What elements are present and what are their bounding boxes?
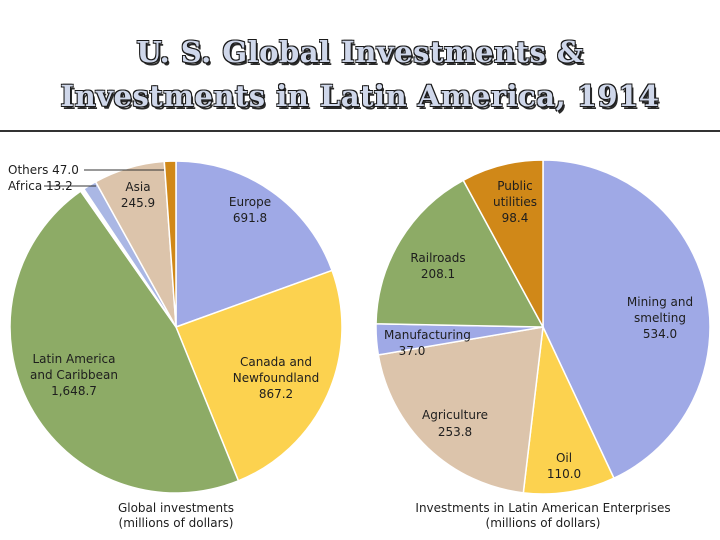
label-asia: Asia [125, 180, 150, 194]
value-asia: 245.9 [121, 196, 155, 210]
pie-slice-agriculture [377, 326, 544, 494]
value-railroads: 208.1 [421, 267, 455, 281]
pie-slice-unlabeled [163, 160, 177, 328]
label-public-utilities-line2: utilities [493, 195, 537, 209]
title-line-2: Investments in Latin America, 1914 [60, 79, 660, 113]
label-oil: Oil [556, 451, 572, 465]
value-europe: 691.8 [233, 211, 267, 225]
value-agriculture: 253.8 [438, 425, 472, 439]
value-manufacturing: 37.0 [399, 344, 426, 358]
slide-title: U. S. Global Investments & Investments i… [0, 30, 720, 118]
label-africa: Africa 13.2 [8, 179, 73, 193]
latin-america-investments-pie [375, 159, 711, 495]
label-railroads: Railroads [410, 251, 465, 265]
global-caption-line2: (millions of dollars) [119, 516, 234, 530]
pie-slice-oil [522, 324, 615, 495]
label-public-utilities-line1: Public [497, 179, 533, 193]
value-oil: 110.0 [547, 467, 581, 481]
label-mining-line1: Mining and [627, 295, 693, 309]
pie-slice-mining-and-smelting [542, 159, 711, 480]
label-others: Others 47.0 [8, 163, 79, 177]
value-canada: 867.2 [259, 387, 293, 401]
value-latam: 1,648.7 [51, 384, 97, 398]
label-canada-line2: Newfoundland [233, 371, 319, 385]
global-investments-pie [9, 160, 343, 494]
pie-slice-railroads [375, 179, 545, 328]
title-divider [0, 130, 720, 132]
label-canada-line1: Canada and [240, 355, 312, 369]
pie-slice-latin-america-and-caribbean [9, 190, 240, 494]
label-latam-line2: and Caribbean [30, 368, 118, 382]
label-agriculture: Agriculture [422, 408, 488, 422]
value-public-utilities: 98.4 [502, 211, 529, 225]
latin-caption-line1: Investments in Latin American Enterprise… [415, 501, 670, 515]
pie-slice-public-utilities [462, 159, 544, 328]
label-europe: Europe [229, 195, 271, 209]
latin-caption-line2: (millions of dollars) [486, 516, 601, 530]
label-mining-line2: smelting [634, 311, 686, 325]
pie-slice-europe [175, 160, 334, 329]
global-caption-line1: Global investments [118, 501, 234, 515]
value-mining: 534.0 [643, 327, 677, 341]
label-latam-line1: Latin America [33, 352, 116, 366]
label-manufacturing: Manufacturing [384, 328, 471, 342]
title-line-1: U. S. Global Investments & [136, 35, 584, 69]
